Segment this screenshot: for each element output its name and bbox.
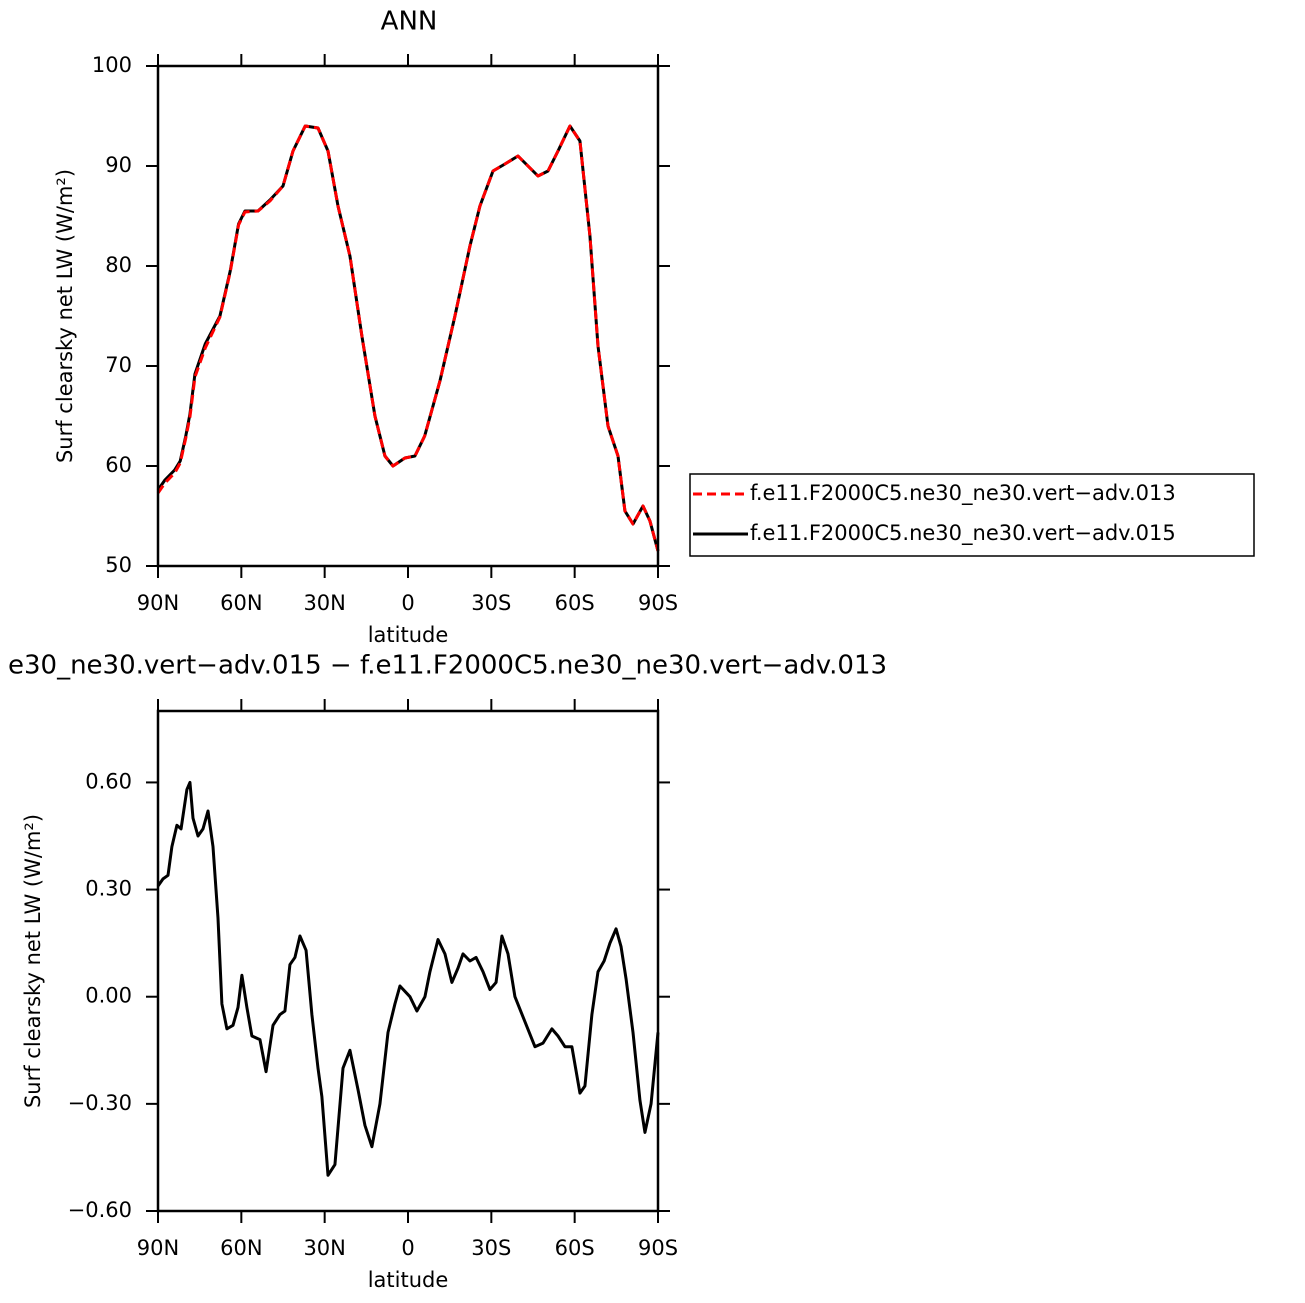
y-axis-label: Surf clearsky net LW (W/m²) xyxy=(21,814,45,1108)
y-tick-label: 80 xyxy=(105,253,132,277)
legend: f.e11.F2000C5.ne30_ne30.vert−adv.013 f.e1… xyxy=(689,473,1255,557)
y-tick-label: 0.00 xyxy=(85,984,132,1008)
plot-frame xyxy=(156,709,660,1213)
y-tick-label: 60 xyxy=(105,453,132,477)
y-tick-label: 0.30 xyxy=(85,877,132,901)
data-line xyxy=(156,124,660,552)
x-tick-label: 90N xyxy=(137,1236,179,1260)
y-tick-label: −0.60 xyxy=(68,1198,132,1222)
x-tick-label: 30S xyxy=(471,591,511,615)
x-tick-label: 60N xyxy=(220,1236,262,1260)
y-tick-label: 0.60 xyxy=(85,769,132,793)
legend-label: f.e11.F2000C5.ne30_ne30.vert−adv.015 xyxy=(750,521,1176,546)
data-line xyxy=(156,780,660,1177)
legend-box xyxy=(689,473,1255,557)
x-tick-label: 90S xyxy=(638,591,678,615)
y-axis-label: Surf clearsky net LW (W/m²) xyxy=(53,169,77,463)
y-tick-label: 70 xyxy=(105,353,132,377)
plot-frame xyxy=(156,64,660,568)
y-tick-label: −0.30 xyxy=(68,1091,132,1115)
x-tick-label: 30N xyxy=(303,1236,345,1260)
y-tick-label: 50 xyxy=(105,553,132,577)
x-tick-label: 0 xyxy=(401,591,414,615)
x-tick-label: 60S xyxy=(555,591,595,615)
x-axis-label: latitude xyxy=(368,623,449,647)
x-tick-label: 60S xyxy=(555,1236,595,1260)
x-tick-label: 90S xyxy=(638,1236,678,1260)
x-tick-label: 90N xyxy=(137,591,179,615)
data-line xyxy=(156,124,660,552)
x-tick-label: 0 xyxy=(401,1236,414,1260)
y-tick-label: 90 xyxy=(105,153,132,177)
x-tick-label: 30N xyxy=(303,591,345,615)
x-tick-label: 30S xyxy=(471,1236,511,1260)
legend-label: f.e11.F2000C5.ne30_ne30.vert−adv.013 xyxy=(750,481,1176,506)
chart-title: e30_ne30.vert−adv.015 − f.e11.F2000C5.ne… xyxy=(8,651,887,681)
y-tick-label: 100 xyxy=(92,53,132,77)
chart-title: ANN xyxy=(381,7,438,37)
x-axis-label: latitude xyxy=(368,1268,449,1292)
x-tick-label: 60N xyxy=(220,591,262,615)
